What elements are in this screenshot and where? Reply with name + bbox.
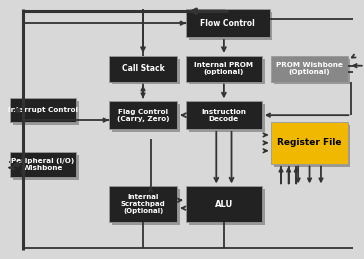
Bar <box>112 189 180 225</box>
Bar <box>272 122 348 164</box>
Bar <box>186 56 262 82</box>
Bar <box>186 186 262 222</box>
Bar <box>109 56 177 82</box>
Text: Interrupt Control: Interrupt Control <box>8 107 78 113</box>
Bar <box>109 101 177 129</box>
Bar <box>274 125 351 167</box>
Bar <box>189 189 265 225</box>
Bar <box>13 101 79 125</box>
Text: Register File: Register File <box>277 138 342 147</box>
Text: Flow Control: Flow Control <box>200 19 255 28</box>
Bar <box>189 12 272 40</box>
Bar <box>274 59 351 84</box>
Bar <box>186 9 270 37</box>
Bar <box>10 152 76 177</box>
Text: Internal PROM
(optional): Internal PROM (optional) <box>194 62 253 75</box>
Bar <box>186 101 262 129</box>
Text: Peripheral (I/O)
Wishbone: Peripheral (I/O) Wishbone <box>12 158 75 171</box>
Bar <box>112 104 180 132</box>
Bar <box>272 56 348 82</box>
Bar <box>109 186 177 222</box>
Text: Internal
Scratchpad
(Optional): Internal Scratchpad (Optional) <box>120 194 165 214</box>
Text: ALU: ALU <box>215 200 233 209</box>
Text: PROM Wishbone
(Optional): PROM Wishbone (Optional) <box>276 62 343 75</box>
Bar <box>189 104 265 132</box>
Text: Call Stack: Call Stack <box>122 64 165 73</box>
Text: Instruction
Decode: Instruction Decode <box>201 109 246 122</box>
Bar <box>13 155 79 181</box>
Text: Flag Control
(Carry, Zero): Flag Control (Carry, Zero) <box>117 109 169 122</box>
Bar <box>112 59 180 84</box>
Bar <box>10 98 76 122</box>
Bar <box>189 59 265 84</box>
